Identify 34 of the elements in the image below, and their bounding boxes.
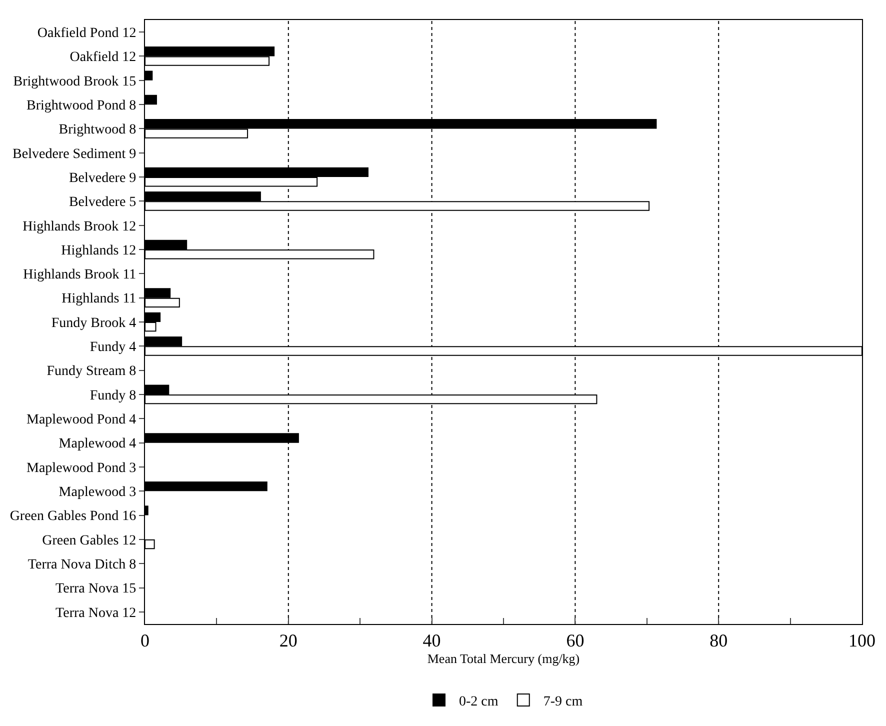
x-tick-label: 0 [140,630,150,651]
y-tick-label: Belvedere 5 [68,195,136,210]
y-tick-label: Green Gables 12 [42,533,136,548]
y-tick-label: Fundy 4 [90,340,136,356]
y-tick-label: Highlands Brook 11 [23,268,136,283]
y-tick-label: Fundy Brook 4 [51,316,136,331]
y-tick-label: Oakfield Pond 12 [37,26,136,41]
y-tick-label: Brightwood Pond 8 [26,98,136,114]
y-tick-label: Highlands 12 [61,243,136,258]
y-tick-label: Terra Nova 12 [56,606,136,621]
y-tick-label: Fundy Stream 8 [46,364,136,380]
y-tick-label: Belvedere Sediment 9 [12,146,136,162]
x-tick-label: 100 [848,630,876,651]
y-tick-label: Terra Nova Ditch 8 [28,558,136,572]
y-tick-label: Highlands 11 [62,292,136,307]
legend-label: 7-9 cm [543,694,583,710]
y-tick-label: Oakfield 12 [70,50,136,66]
y-tick-label: Fundy 8 [90,388,136,404]
y-tick-label: Highlands Brook 12 [22,219,136,234]
y-tick-label: Green Gables Pond 16 [10,509,136,524]
x-tick-label: 40 [422,630,441,651]
x-axis-title: Mean Total Mercury (mg/kg) [427,651,580,666]
y-tick-label: Maplewood Pond 3 [26,460,136,476]
y-tick-label: Brightwood 8 [58,122,136,138]
y-tick-label: Terra Nova 15 [56,582,136,597]
y-tick-label: Belvedere 9 [68,170,136,186]
y-tick-label: Maplewood 4 [58,436,136,452]
x-tick-label: 80 [710,630,728,651]
x-tick-label: 20 [279,630,298,651]
legend-label: 0-2 cm [459,694,498,710]
x-tick-label: 60 [566,630,584,651]
y-tick-label: Maplewood 3 [58,485,136,500]
y-tick-label: Brightwood Brook 15 [13,74,136,90]
y-tick-label: Maplewood Pond 4 [26,412,136,428]
